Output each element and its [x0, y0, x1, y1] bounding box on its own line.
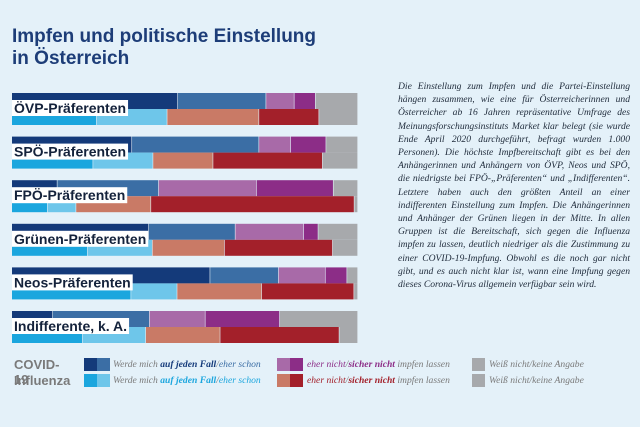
bar-covid-sicher-nicht-group-5: [325, 267, 347, 284]
bar-covid-sicher-nicht-group-1: [294, 93, 316, 109]
bar-covid-weiss-nicht-group-4: [318, 223, 358, 240]
legend-swatch-flu-dontknow: [472, 374, 485, 387]
bar-covid-sicher-nicht-group-3: [256, 180, 333, 197]
legend-swatch-covid-weak-yes: [97, 358, 110, 371]
bar-influenza-weiss-nicht-group-1: [319, 109, 358, 125]
bar-influenza-eher-nicht-group-1: [167, 109, 259, 125]
legend-swatch-flu-strong-yes: [84, 374, 97, 387]
bar-covid-weiss-nicht-group-5: [347, 267, 358, 284]
bar-covid-weiss-nicht-group-3: [333, 180, 358, 197]
group-label-3: FPÖ-Präferenten: [14, 187, 125, 203]
bar-influenza-weiss-nicht-group-4: [332, 239, 358, 256]
bar-influenza-sicher-nicht-group-1: [259, 109, 319, 125]
group-label-background-4: [12, 230, 149, 247]
bar-covid-eher-schon-group-5: [210, 267, 279, 284]
group-label-1: ÖVP-Präferenten: [14, 100, 126, 116]
bar-covid-weiss-nicht-group-2: [326, 136, 358, 153]
title-line-1: Impfen und politische Einstellung: [12, 26, 317, 47]
legend-text-flu-dontknow: Weiß nicht/keine Angabe: [489, 375, 584, 386]
group-label-background-6: [12, 318, 130, 334]
bar-covid-sicher-nicht-group-2: [290, 136, 326, 153]
bar-covid-eher-schon-group-4: [148, 223, 235, 240]
title-line-2: in Österreich: [12, 48, 130, 69]
bar-covid-eher-nicht-group-1: [266, 93, 294, 109]
bar-influenza-weiss-nicht-group-3: [354, 196, 358, 213]
legend-text-covid-no: eher nicht/sicher nicht impfen lassen: [307, 359, 450, 370]
legend-swatch-flu-weak-no: [277, 374, 290, 387]
legend-text-covid-yes: Werde mich auf jeden Fall/eher schon: [113, 359, 261, 370]
group-label-5: Neos-Präferenten: [14, 274, 131, 290]
bar-covid-eher-nicht-group-4: [235, 223, 304, 240]
group-label-background-2: [12, 143, 129, 160]
bar-influenza-sicher-nicht-group-6: [220, 327, 339, 343]
bar-covid-sicher-nicht-group-4: [303, 223, 318, 240]
bar-influenza-eher-nicht-group-5: [177, 283, 262, 300]
bar-influenza-weiss-nicht-group-6: [339, 327, 358, 343]
legend-swatch-covid-strong-yes: [84, 358, 97, 371]
stacked-bar-chart: ÖVP-Präferenten SPÖ-Präferenten FPÖ-Präfer…: [12, 93, 358, 343]
group-label-background-5: [12, 274, 133, 291]
bar-covid-weiss-nicht-group-1: [315, 93, 358, 109]
bar-influenza-weiss-nicht-group-2: [322, 152, 358, 169]
group-label-background-3: [12, 187, 128, 204]
bar-covid-eher-schon-group-1: [177, 93, 266, 109]
bar-covid-eher-nicht-group-2: [259, 136, 291, 153]
legend-swatch-covid-strong-no: [290, 358, 303, 371]
legend-swatch-flu-strong-no: [290, 374, 303, 387]
bar-influenza-sicher-nicht-group-4: [224, 239, 333, 256]
bar-covid-weiss-nicht-group-6: [279, 311, 358, 327]
bar-influenza-eher-nicht-group-2: [153, 152, 213, 169]
description-text: Die Einstellung zum Impfen und die Parte…: [398, 81, 630, 291]
bar-influenza-sicher-nicht-group-5: [261, 283, 354, 300]
group-label-4: Grünen-Präferenten: [14, 231, 146, 247]
bar-influenza-sicher-nicht-group-2: [213, 152, 323, 169]
bar-influenza-sicher-nicht-group-3: [151, 196, 354, 213]
bar-covid-eher-nicht-group-3: [158, 180, 257, 197]
chart-title: Impfen und politische Einstellung in Öst…: [12, 26, 316, 70]
legend-swatch-flu-weak-yes: [97, 374, 110, 387]
bar-covid-eher-schon-group-2: [132, 136, 259, 153]
bar-influenza-eher-nicht-group-4: [152, 239, 225, 256]
legend-text-flu-no: eher nicht/sicher nicht impfen lassen: [307, 375, 450, 386]
bar-covid-eher-nicht-group-6: [149, 311, 205, 327]
group-label-6: Indifferente, k. A.: [14, 318, 127, 334]
bar-influenza-eher-schon-group-5: [131, 283, 177, 300]
legend-text-flu-yes: Werde mich auf jeden Fall/eher schon: [113, 375, 261, 386]
legend-covid-label: COVID-19: [14, 357, 60, 387]
legend-influenza-label: Influenza: [14, 373, 71, 388]
bar-covid-sicher-nicht-group-6: [205, 311, 280, 327]
legend-swatch-covid-weak-no: [277, 358, 290, 371]
bar-influenza-weiss-nicht-group-5: [354, 283, 358, 300]
legend-swatch-covid-dontknow: [472, 358, 485, 371]
group-label-2: SPÖ-Präferenten: [14, 144, 126, 160]
group-label-background-1: [12, 100, 129, 116]
bar-influenza-eher-nicht-group-6: [145, 327, 220, 343]
legend-text-covid-dontknow: Weiß nicht/keine Angabe: [489, 359, 584, 370]
bar-covid-eher-nicht-group-5: [278, 267, 325, 284]
